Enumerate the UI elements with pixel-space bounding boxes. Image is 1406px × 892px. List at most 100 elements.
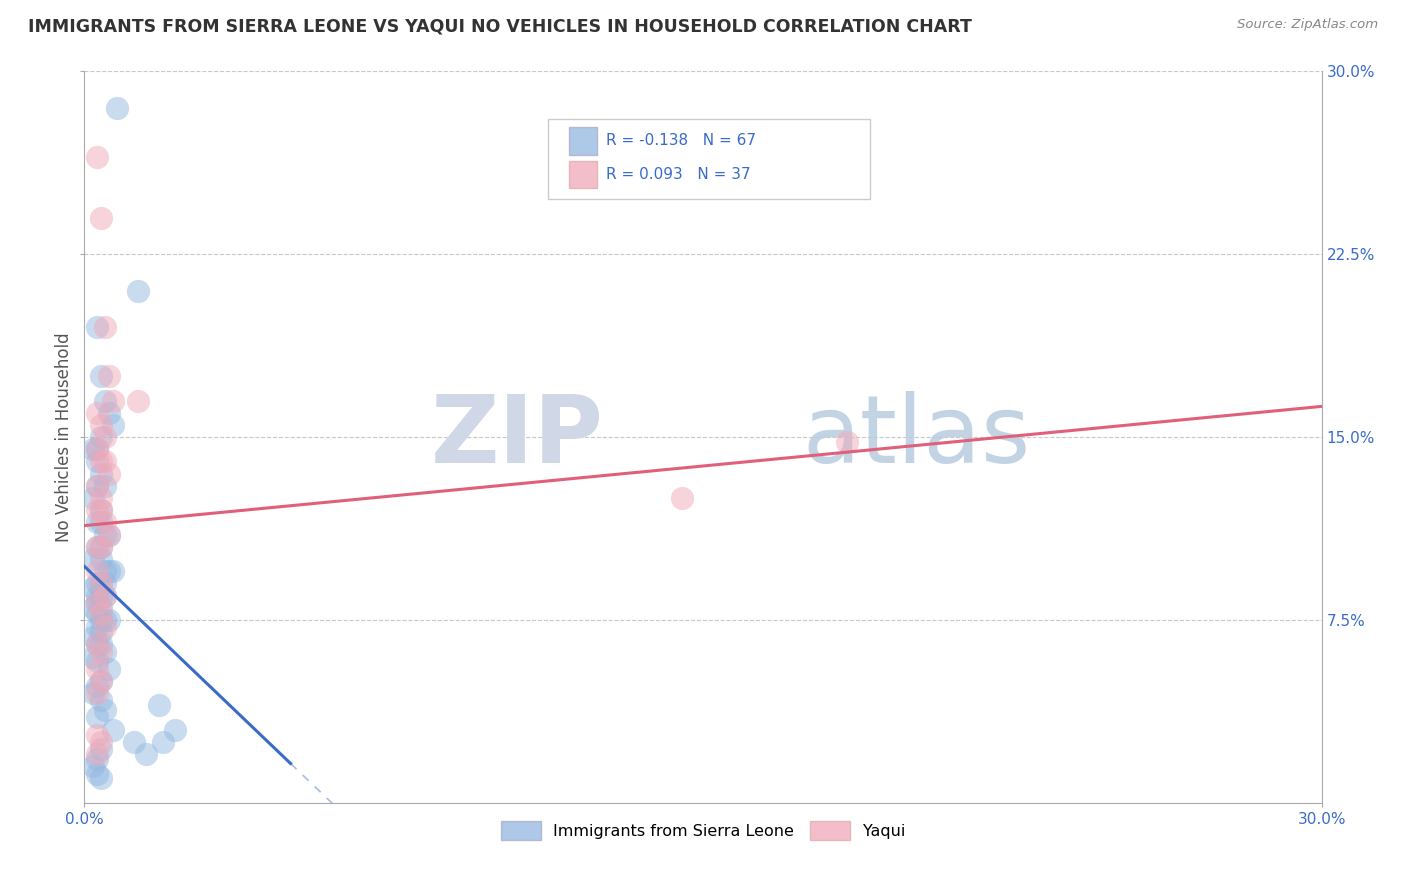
Point	[86, 710, 108, 724]
Point	[94, 516, 117, 530]
Point	[94, 454, 117, 468]
Point	[86, 679, 108, 693]
Point	[94, 576, 117, 591]
Point	[103, 723, 125, 737]
Point	[98, 613, 121, 627]
Point	[148, 698, 170, 713]
Point	[671, 491, 693, 505]
Point	[86, 516, 108, 530]
Point	[86, 442, 108, 457]
Bar	[569, 161, 596, 188]
Point	[82, 581, 104, 595]
Point	[94, 703, 117, 717]
Point	[90, 589, 112, 603]
Point	[103, 393, 125, 408]
Text: atlas: atlas	[801, 391, 1031, 483]
Point	[152, 735, 174, 749]
Point	[94, 527, 117, 541]
Point	[82, 630, 104, 644]
Point	[94, 320, 117, 334]
Point	[90, 637, 112, 651]
Y-axis label: No Vehicles in Household: No Vehicles in Household	[55, 332, 73, 542]
Point	[90, 673, 112, 688]
Point	[90, 673, 112, 688]
Point	[94, 613, 117, 627]
Point	[98, 369, 121, 384]
Point	[82, 649, 104, 664]
Point	[90, 540, 112, 554]
Point	[90, 540, 112, 554]
Point	[90, 417, 112, 432]
Point	[90, 613, 112, 627]
Point	[98, 467, 121, 481]
Point	[94, 479, 117, 493]
Point	[86, 479, 108, 493]
Point	[86, 540, 108, 554]
Point	[86, 766, 108, 780]
Point	[86, 637, 108, 651]
Point	[90, 742, 112, 756]
Point	[90, 645, 112, 659]
Bar	[569, 127, 596, 154]
Point	[90, 552, 112, 566]
Point	[90, 467, 112, 481]
Point	[98, 564, 121, 578]
Point	[86, 576, 108, 591]
Point	[82, 552, 104, 566]
Point	[98, 527, 121, 541]
Point	[98, 527, 121, 541]
Point	[86, 654, 108, 668]
Text: Source: ZipAtlas.com: Source: ZipAtlas.com	[1237, 18, 1378, 31]
Point	[86, 606, 108, 620]
Point	[127, 284, 149, 298]
Point	[90, 693, 112, 707]
Point	[94, 430, 117, 444]
Point	[90, 369, 112, 384]
Point	[86, 596, 108, 610]
Point	[86, 479, 108, 493]
Point	[94, 620, 117, 634]
Point	[122, 735, 145, 749]
Point	[90, 600, 112, 615]
Point	[90, 516, 112, 530]
Point	[86, 589, 108, 603]
Point	[90, 772, 112, 786]
Point	[86, 637, 108, 651]
Text: IMMIGRANTS FROM SIERRA LEONE VS YAQUI NO VEHICLES IN HOUSEHOLD CORRELATION CHART: IMMIGRANTS FROM SIERRA LEONE VS YAQUI NO…	[28, 18, 972, 36]
Point	[127, 393, 149, 408]
Point	[90, 430, 112, 444]
Point	[135, 747, 157, 761]
Point	[90, 576, 112, 591]
Point	[98, 406, 121, 420]
Point	[82, 686, 104, 700]
Text: ZIP: ZIP	[432, 391, 605, 483]
Point	[94, 564, 117, 578]
Point	[90, 606, 112, 620]
Point	[90, 454, 112, 468]
Point	[98, 662, 121, 676]
Point	[103, 417, 125, 432]
Point	[82, 600, 104, 615]
Point	[103, 564, 125, 578]
Point	[105, 101, 128, 115]
Point	[94, 393, 117, 408]
Point	[837, 434, 859, 449]
FancyBboxPatch shape	[548, 119, 870, 200]
Point	[86, 564, 108, 578]
Point	[86, 727, 108, 741]
Point	[86, 406, 108, 420]
Point	[82, 491, 104, 505]
Point	[90, 503, 112, 517]
Text: R = 0.093   N = 37: R = 0.093 N = 37	[606, 167, 751, 182]
Point	[90, 211, 112, 225]
Point	[94, 645, 117, 659]
Point	[165, 723, 187, 737]
Point	[90, 625, 112, 640]
Point	[86, 454, 108, 468]
Point	[90, 735, 112, 749]
Point	[82, 442, 104, 457]
Point	[86, 747, 108, 761]
Point	[94, 589, 117, 603]
Point	[90, 576, 112, 591]
Point	[86, 662, 108, 676]
